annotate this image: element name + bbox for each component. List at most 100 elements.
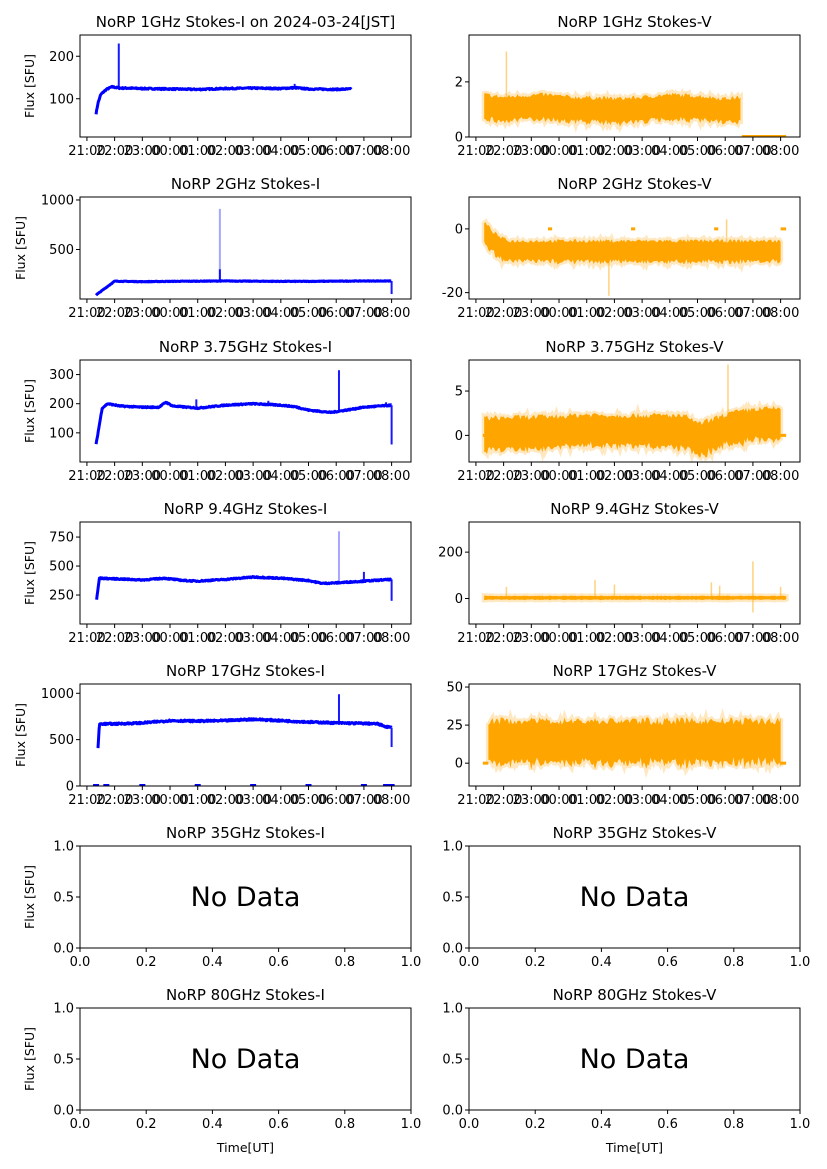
y-tick-label: 0.0 xyxy=(442,942,463,957)
chart-title: NoRP 80GHz Stokes-V xyxy=(553,986,718,1004)
x-tick-label: 06:00 xyxy=(706,631,743,646)
x-tick-label: 0.4 xyxy=(591,1117,612,1132)
y-tick-label: 1000 xyxy=(41,687,74,702)
baseline-point xyxy=(103,784,110,786)
x-tick-label: 02:00 xyxy=(207,306,244,321)
x-axis-label: Time[UT] xyxy=(605,1140,663,1155)
axes-frame xyxy=(468,34,801,138)
x-tick-label: 0.6 xyxy=(268,955,289,970)
chart-panel-2ghz-i: NoRP 2GHz Stokes-I Flux [SFU] 500 1000 21:00… xyxy=(13,175,412,321)
x-tick-label: 21:00 xyxy=(68,469,105,484)
plot-area xyxy=(95,531,393,601)
x-tick-label: 07:00 xyxy=(345,144,382,159)
no-data-annotation: No Data xyxy=(580,882,690,913)
axes-frame xyxy=(79,845,412,949)
y-tick-label: 1.0 xyxy=(53,1002,74,1017)
x-tick-label: 02:00 xyxy=(207,144,244,159)
x-tick-label: 01:00 xyxy=(179,144,216,159)
no-data-annotation: No Data xyxy=(580,1044,690,1075)
chart-panel-2ghz-v: NoRP 2GHz Stokes-V -20 0 21:0022:0023:0000:… xyxy=(442,175,801,321)
axes-frame xyxy=(79,359,412,463)
x-tick-label: 01:00 xyxy=(179,306,216,321)
x-tick-label: 22:00 xyxy=(485,631,522,646)
x-tick-label: 0.0 xyxy=(70,955,91,970)
x-tick-label: 04:00 xyxy=(262,469,299,484)
x-tick-label: 03:00 xyxy=(234,306,271,321)
y-tick-label: 750 xyxy=(49,531,74,546)
baseline-point xyxy=(305,784,312,786)
plot-area xyxy=(481,218,787,296)
x-tick-label: 00:00 xyxy=(151,469,188,484)
axes-frame xyxy=(468,1007,801,1111)
x-tick-label: 0.6 xyxy=(268,1117,289,1132)
x-tick-label: 00:00 xyxy=(540,306,577,321)
chart-panel-9.4ghz-v: NoRP 9.4GHz Stokes-V020021:0022:0023:000… xyxy=(438,500,801,646)
x-tick-label: 0.8 xyxy=(723,955,744,970)
x-tick-label: 00:00 xyxy=(540,144,577,159)
x-tick-label: 03:00 xyxy=(234,793,271,808)
chart-panel-35ghz-i: NoRP 35GHz Stokes-I Flux [SFU] 0.0 0.5 1.0 0.… xyxy=(22,824,421,970)
x-tick-label: 02:00 xyxy=(596,306,633,321)
y-tick-label: 2 xyxy=(455,75,463,90)
x-tick-label: 08:00 xyxy=(373,793,410,808)
x-tick-label: 08:00 xyxy=(373,306,410,321)
x-tick-label: 0.2 xyxy=(525,955,546,970)
y-tick-label: 25 xyxy=(446,719,463,734)
x-tick-label: 23:00 xyxy=(124,469,161,484)
x-tick-label: 23:00 xyxy=(124,306,161,321)
x-tick-label: 22:00 xyxy=(96,469,133,484)
x-tick-label: 22:00 xyxy=(96,631,133,646)
y-axis-label: Flux [SFU] xyxy=(22,54,37,118)
x-tick-label: 23:00 xyxy=(124,144,161,159)
x-tick-label: 01:00 xyxy=(179,469,216,484)
stokes-i-series xyxy=(94,84,353,115)
x-tick-label: 08:00 xyxy=(762,144,799,159)
x-tick-label: 04:00 xyxy=(651,469,688,484)
x-tick-label: 0.8 xyxy=(334,1117,355,1132)
plot-area xyxy=(482,707,787,779)
y-tick-label: 0 xyxy=(455,592,463,607)
x-tick-label: 06:00 xyxy=(317,306,354,321)
x-tick-label: 0.2 xyxy=(136,1117,157,1132)
plot-area xyxy=(481,561,789,613)
x-tick-label: 21:00 xyxy=(457,469,494,484)
axes-frame xyxy=(468,683,801,787)
x-tick-label: 02:00 xyxy=(596,144,633,159)
x-tick-label: 03:00 xyxy=(234,144,271,159)
y-axis-label: Flux [SFU] xyxy=(22,865,37,929)
x-tick-label: 23:00 xyxy=(513,144,550,159)
x-tick-label: 04:00 xyxy=(651,631,688,646)
plot-area xyxy=(481,364,787,462)
x-tick-label: 21:00 xyxy=(457,144,494,159)
x-tick-label: 22:00 xyxy=(485,144,522,159)
baseline-point xyxy=(139,784,146,786)
x-tick-label: 08:00 xyxy=(373,144,410,159)
x-tick-label: 03:00 xyxy=(623,631,660,646)
x-tick-label: 00:00 xyxy=(540,631,577,646)
baseline-point xyxy=(360,784,367,786)
y-tick-label: 0.5 xyxy=(53,1053,74,1068)
chart-panel-80ghz-i: NoRP 80GHz Stokes-I Flux [SFU] Time[UT] 0.0… xyxy=(22,986,421,1155)
x-tick-label: 04:00 xyxy=(651,144,688,159)
y-tick-label: 0 xyxy=(455,222,463,237)
axes-frame xyxy=(79,34,412,138)
chart-title: NoRP 80GHz Stokes-I xyxy=(166,986,325,1004)
x-tick-label: 06:00 xyxy=(706,469,743,484)
chart-panel-1ghz-v: NoRP 1GHz Stokes-V 0 2 21:0022:0023:0000:00… xyxy=(455,13,801,159)
chart-panel-35ghz-v: NoRP 35GHz Stokes-V 0.0 0.5 1.0 0.0 0.2 0.4 0.6… xyxy=(442,824,810,970)
x-tick-label: 22:00 xyxy=(485,469,522,484)
x-tick-label: 04:00 xyxy=(651,793,688,808)
x-tick-label: 21:00 xyxy=(457,306,494,321)
stokes-v-series xyxy=(484,222,781,265)
x-tick-label: 04:00 xyxy=(262,306,299,321)
axes-frame xyxy=(79,196,412,300)
y-tick-label: 200 xyxy=(49,50,74,65)
x-tick-label: 0.6 xyxy=(657,1117,678,1132)
x-tick-label: 04:00 xyxy=(262,144,299,159)
stokes-v-series xyxy=(484,595,787,601)
x-tick-label: 0.2 xyxy=(136,955,157,970)
x-tick-label: 06:00 xyxy=(706,306,743,321)
chart-title: NoRP 17GHz Stokes-V xyxy=(553,662,718,680)
y-tick-label: 0 xyxy=(66,780,74,795)
